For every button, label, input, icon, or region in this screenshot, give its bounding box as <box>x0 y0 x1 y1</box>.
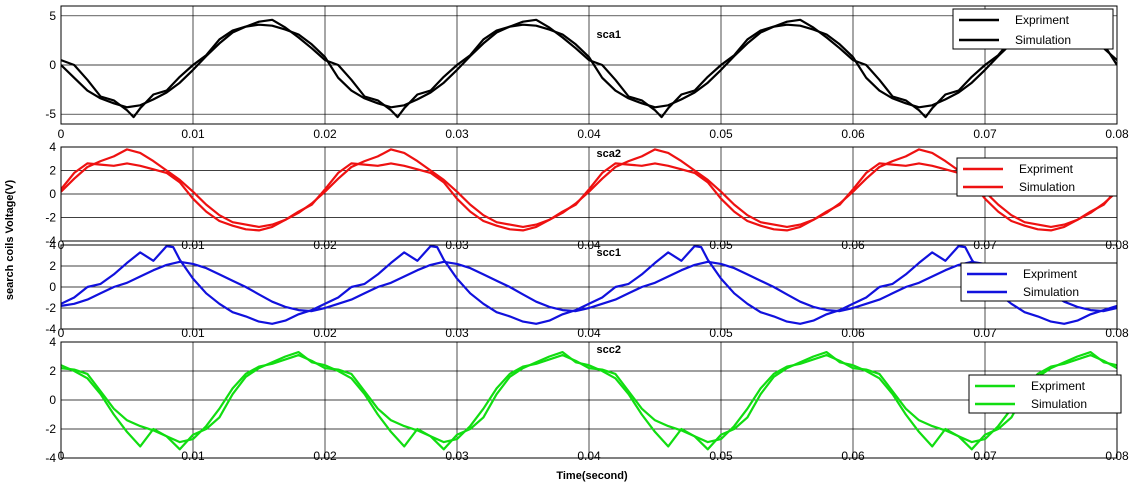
panel-title: sca2 <box>597 148 621 160</box>
x-tick-label: 0.05 <box>709 449 733 463</box>
y-tick-label: -2 <box>45 301 56 315</box>
y-tick-label: 4 <box>49 140 56 154</box>
legend-label: Simulation <box>1031 397 1087 411</box>
panel-title: scc1 <box>597 247 621 259</box>
x-tick-label: 0.05 <box>709 127 733 141</box>
y-tick-label: 2 <box>49 164 56 178</box>
legend-box <box>956 157 1118 197</box>
x-tick-label: 0.03 <box>445 326 469 340</box>
legend: Expriment Simulation <box>956 157 1118 197</box>
x-tick-label: 0.04 <box>577 326 601 340</box>
x-tick-label: 0.07 <box>973 127 997 141</box>
x-tick-label: 0.08 <box>1105 326 1129 340</box>
legend: Expriment Simulation <box>952 8 1114 50</box>
x-tick-label: 0.02 <box>313 326 337 340</box>
axes-frame <box>60 5 1118 125</box>
y-tick-label: 0 <box>49 58 56 72</box>
y-tick-label: -4 <box>45 451 56 465</box>
x-tick-label: 0.06 <box>841 326 865 340</box>
y-tick-label: -4 <box>45 234 56 248</box>
panel-scc1: 0 0.01 0.02 0.03 0.04 0.05 0.06 0.07 0.08-4-2024… <box>45 238 1129 340</box>
x-tick-label: 0 <box>58 326 65 340</box>
legend: Expriment Simulation <box>960 262 1118 302</box>
legend-label: Expriment <box>1031 379 1086 393</box>
x-tick-label: 0.01 <box>181 127 205 141</box>
panel-sca1: 0 0.01 0.02 0.03 0.04 0.05 0.06 0.07 0.08-505sca… <box>45 5 1129 141</box>
y-tick-label: 2 <box>49 259 56 273</box>
y-tick-label: -2 <box>45 211 56 225</box>
x-tick-label: 0.02 <box>313 127 337 141</box>
legend: Expriment Simulation <box>968 374 1122 414</box>
series-line-expriment <box>61 18 1117 119</box>
y-tick-label: 5 <box>49 9 56 23</box>
x-tick-label: 0.04 <box>577 449 601 463</box>
legend-label: Simulation <box>1023 285 1079 299</box>
legend-label: Expriment <box>1015 13 1070 27</box>
series-line-expriment <box>61 148 1117 228</box>
series-line-simulation <box>61 354 1117 444</box>
x-tick-label: 0.02 <box>313 449 337 463</box>
x-tick-label: 0.03 <box>445 449 469 463</box>
y-tick-label: -5 <box>45 107 56 121</box>
x-tick-label: 0.08 <box>1105 127 1129 141</box>
x-tick-label: 0.01 <box>181 449 205 463</box>
legend-box <box>960 262 1118 302</box>
legend-box <box>968 374 1122 414</box>
panel-title: sca1 <box>597 29 621 41</box>
panel-title: scc2 <box>597 344 621 356</box>
series-line-simulation <box>61 162 1117 232</box>
y-axis-label: search coils Voltage(V) <box>4 180 16 301</box>
x-tick-label: 0.04 <box>577 127 601 141</box>
series-line-expriment <box>61 245 1117 325</box>
x-tick-label: 0.03 <box>445 127 469 141</box>
series-line-simulation <box>61 260 1117 313</box>
y-tick-label: 0 <box>49 393 56 407</box>
y-tick-label: 4 <box>49 238 56 252</box>
legend-label: Simulation <box>1015 33 1071 47</box>
legend-label: Expriment <box>1019 162 1074 176</box>
series-line-simulation <box>61 23 1117 109</box>
y-tick-label: -4 <box>45 322 56 336</box>
x-tick-label: 0 <box>58 449 65 463</box>
x-tick-label: 0.06 <box>841 127 865 141</box>
x-tick-label: 0.01 <box>181 326 205 340</box>
panel-sca2: 0 0.01 0.02 0.03 0.04 0.05 0.06 0.07 0.08-4-2024… <box>45 140 1129 252</box>
y-tick-label: 2 <box>49 364 56 378</box>
x-tick-label: 0.08 <box>1105 449 1129 463</box>
legend-label: Simulation <box>1019 180 1075 194</box>
panel-scc2: 0 0.01 0.02 0.03 0.04 0.05 0.06 0.07 0.08-4-2024… <box>45 335 1129 465</box>
y-tick-label: 4 <box>49 335 56 349</box>
x-tick-label: 0.05 <box>709 326 733 340</box>
legend-box <box>952 8 1114 50</box>
x-axis-label: Time(second) <box>556 470 628 482</box>
x-tick-label: 0.07 <box>973 449 997 463</box>
y-tick-label: -2 <box>45 422 56 436</box>
y-tick-label: 0 <box>49 280 56 294</box>
legend-label: Expriment <box>1023 267 1078 281</box>
series-line-expriment <box>61 351 1117 451</box>
x-tick-label: 0 <box>58 127 65 141</box>
x-tick-label: 0.07 <box>973 326 997 340</box>
x-tick-label: 0.06 <box>841 449 865 463</box>
y-tick-label: 0 <box>49 187 56 201</box>
